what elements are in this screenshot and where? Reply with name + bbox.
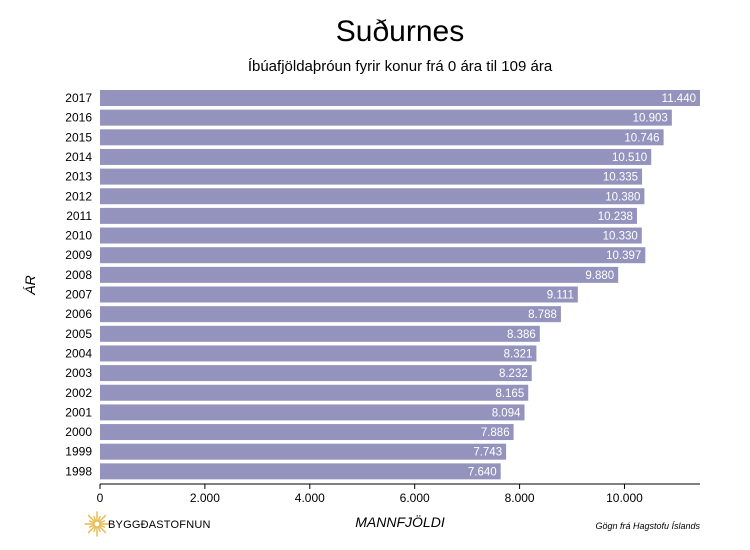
data-label-2005: 8.386 — [507, 329, 536, 341]
y-tick-label-1999: 1999 — [65, 445, 92, 459]
bar-2000 — [100, 424, 514, 441]
y-tick-label-2008: 2008 — [65, 268, 92, 282]
data-label-2010: 10.330 — [603, 231, 638, 243]
y-tick-label-2009: 2009 — [65, 248, 92, 262]
data-label-2016: 10.903 — [633, 113, 668, 125]
bar-2016 — [100, 109, 672, 126]
data-label-2003: 8.232 — [499, 368, 528, 380]
sun-ray — [98, 514, 107, 523]
data-label-1998: 7.640 — [468, 466, 497, 478]
footer-logo: BYGGÐASTOFNUN — [84, 511, 211, 537]
y-tick-label-2002: 2002 — [65, 386, 92, 400]
data-label-2007: 9.111 — [547, 290, 574, 302]
y-tick-label-2012: 2012 — [65, 189, 92, 203]
chart-title: Suðurnes — [336, 15, 464, 48]
data-label-2000: 7.886 — [481, 427, 510, 439]
bar-2005 — [100, 325, 540, 342]
x-axis: 0 2.000 4.000 6.000 8.000 10.000 — [97, 483, 700, 505]
bar-2002 — [100, 384, 529, 401]
x-tick-label: 8.000 — [505, 491, 535, 505]
y-tick-label-2003: 2003 — [65, 366, 92, 380]
data-label-2013: 10.335 — [603, 172, 638, 184]
bar-2003 — [100, 365, 532, 382]
bar-group: 11.440 10.903 10.746 10.510 10.335 10.380 10.2… — [100, 90, 700, 480]
y-tick-label-2000: 2000 — [65, 425, 92, 439]
sun-ray — [87, 514, 96, 523]
sun-logo-icon — [84, 511, 110, 537]
x-axis-title: MANNFJÖLDI — [355, 513, 445, 530]
chart-subtitle: Íbúafjöldaþróun fyrir konur frá 0 ára ti… — [248, 58, 553, 75]
data-label-2015: 10.746 — [624, 132, 659, 144]
sun-ray — [98, 525, 107, 534]
data-label-1999: 7.743 — [473, 447, 502, 459]
x-tick-label: 2.000 — [190, 491, 220, 505]
bar-2001 — [100, 404, 525, 421]
bar-2014 — [100, 148, 652, 165]
y-tick-label-2001: 2001 — [65, 405, 92, 419]
y-axis-title: ÁR — [22, 275, 38, 295]
bar-2006 — [100, 306, 561, 323]
sun-ray — [87, 525, 96, 534]
data-label-2004: 8.321 — [504, 348, 533, 360]
sun-ray — [88, 524, 95, 528]
source-note: Gögn frá Hagstofu Íslands — [595, 521, 700, 531]
y-tick-label-2013: 2013 — [65, 170, 92, 184]
x-tick-label: 4.000 — [295, 491, 325, 505]
y-tick-label-2006: 2006 — [65, 307, 92, 321]
y-tick-labels: 2017 2016 2015 2014 2013 2012 2011 2010 2009 2008… — [65, 91, 92, 478]
data-label-2008: 9.880 — [585, 270, 614, 282]
x-tick-label: 0 — [97, 491, 104, 505]
bar-2015 — [100, 129, 664, 146]
x-tick-label: 6.000 — [400, 491, 430, 505]
data-label-2014: 10.510 — [612, 152, 647, 164]
data-label-2002: 8.165 — [495, 388, 524, 400]
x-tick-label: 10.000 — [606, 491, 643, 505]
data-label-2001: 8.094 — [492, 407, 521, 419]
sun-ray — [88, 520, 95, 524]
y-tick-label-2015: 2015 — [65, 130, 92, 144]
bar-2009 — [100, 247, 646, 264]
bar-2012 — [100, 188, 645, 205]
bar-1998 — [100, 463, 501, 480]
bar-2010 — [100, 227, 642, 244]
bar-2011 — [100, 207, 637, 224]
bar-2007 — [100, 286, 578, 303]
data-label-2017: 11.440 — [662, 93, 696, 105]
bar-2017 — [100, 90, 700, 106]
data-label-2006: 8.788 — [528, 309, 557, 321]
y-tick-label-2011: 2011 — [66, 209, 92, 223]
y-tick-label-1998: 1998 — [65, 464, 92, 478]
y-tick-label-2017: 2017 — [65, 91, 92, 105]
y-tick-label-2016: 2016 — [65, 111, 92, 125]
logo-text: BYGGÐASTOFNUN — [108, 519, 211, 531]
bar-1999 — [100, 443, 507, 460]
sun-ray — [97, 526, 101, 533]
y-tick-label-2010: 2010 — [65, 229, 92, 243]
sun-ray — [99, 524, 106, 528]
bar-2013 — [100, 168, 643, 185]
data-label-2011: 10.238 — [598, 211, 633, 223]
sun-ray — [93, 526, 97, 533]
bar-2004 — [100, 345, 537, 362]
data-label-2009: 10.397 — [606, 250, 641, 262]
sun-ray — [93, 515, 97, 522]
y-tick-label-2014: 2014 — [65, 150, 92, 164]
y-tick-label-2005: 2005 — [65, 327, 92, 341]
sun-ray — [97, 515, 101, 522]
bar-2008 — [100, 266, 619, 283]
data-label-2012: 10.380 — [605, 191, 640, 203]
y-tick-label-2007: 2007 — [65, 288, 92, 302]
sun-ray — [99, 520, 106, 524]
y-tick-label-2004: 2004 — [65, 346, 92, 360]
